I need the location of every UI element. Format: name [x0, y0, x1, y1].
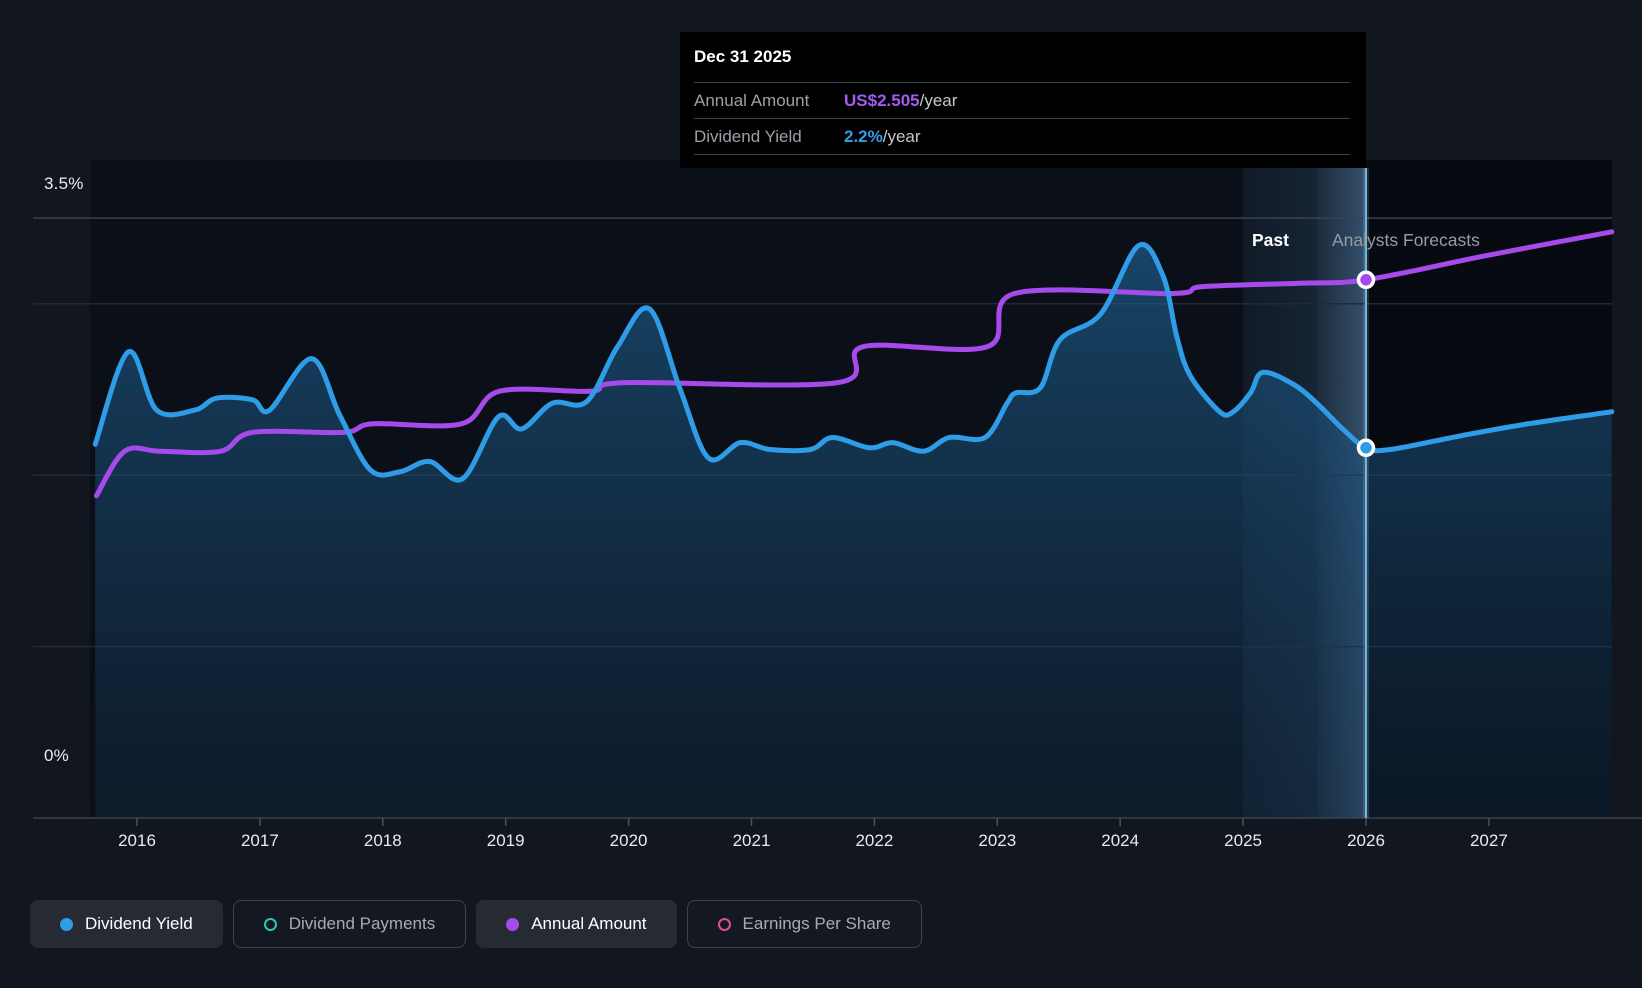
annual-amount-marker[interactable] [1356, 270, 1376, 290]
chart-tooltip: Dec 31 2025 Annual Amount US$2.505/year … [680, 32, 1366, 168]
tooltip-label-dividend-yield: Dividend Yield [694, 126, 802, 146]
annual-amount-swatch-icon [506, 917, 520, 931]
dividend-payments-swatch-icon [263, 917, 277, 931]
y-axis-label-bottom: 0% [44, 746, 69, 765]
legend-label: Annual Amount [531, 914, 647, 933]
legend-label: Dividend Payments [288, 914, 436, 933]
tooltip-suffix: /year [882, 126, 921, 146]
dividend-yield-area [95, 244, 1612, 818]
annual-amount-line [93, 229, 1615, 499]
legend-dividend-payments[interactable]: Dividend Payments [232, 900, 467, 948]
tooltip-row-annual-amount: Annual Amount US$2.505/year [694, 83, 1350, 119]
analysts-forecasts-label: Analysts Forecasts [1332, 230, 1480, 250]
tooltip-suffix: /year [919, 90, 958, 110]
tooltip-date: Dec 31 2025 [694, 32, 1350, 83]
dividend-yield-marker[interactable] [1356, 438, 1376, 458]
legend-label: Earnings Per Share [742, 914, 891, 933]
legend-earnings-per-share[interactable]: Earnings Per Share [686, 900, 922, 948]
dividend-yield-swatch-icon [60, 917, 73, 931]
legend-dividend-yield[interactable]: Dividend Yield [30, 900, 223, 948]
tooltip-row-dividend-yield: Dividend Yield 2.2%/year [694, 119, 1350, 155]
tooltip-value-dividend-yield: 2.2% [844, 126, 883, 146]
y-axis-label-top: 3.5% [44, 174, 84, 193]
tooltip-label-annual-amount: Annual Amount [694, 90, 810, 110]
dividend-yield-line [92, 242, 1615, 483]
earnings-per-share-swatch-icon [717, 917, 731, 931]
tooltip-value-annual-amount: US$2.505 [844, 90, 920, 110]
past-label: Past [1252, 230, 1289, 250]
legend-annual-amount[interactable]: Annual Amount [476, 900, 677, 948]
legend: Dividend Yield Dividend Payments Annual … [30, 900, 922, 948]
legend-label: Dividend Yield [85, 914, 193, 933]
